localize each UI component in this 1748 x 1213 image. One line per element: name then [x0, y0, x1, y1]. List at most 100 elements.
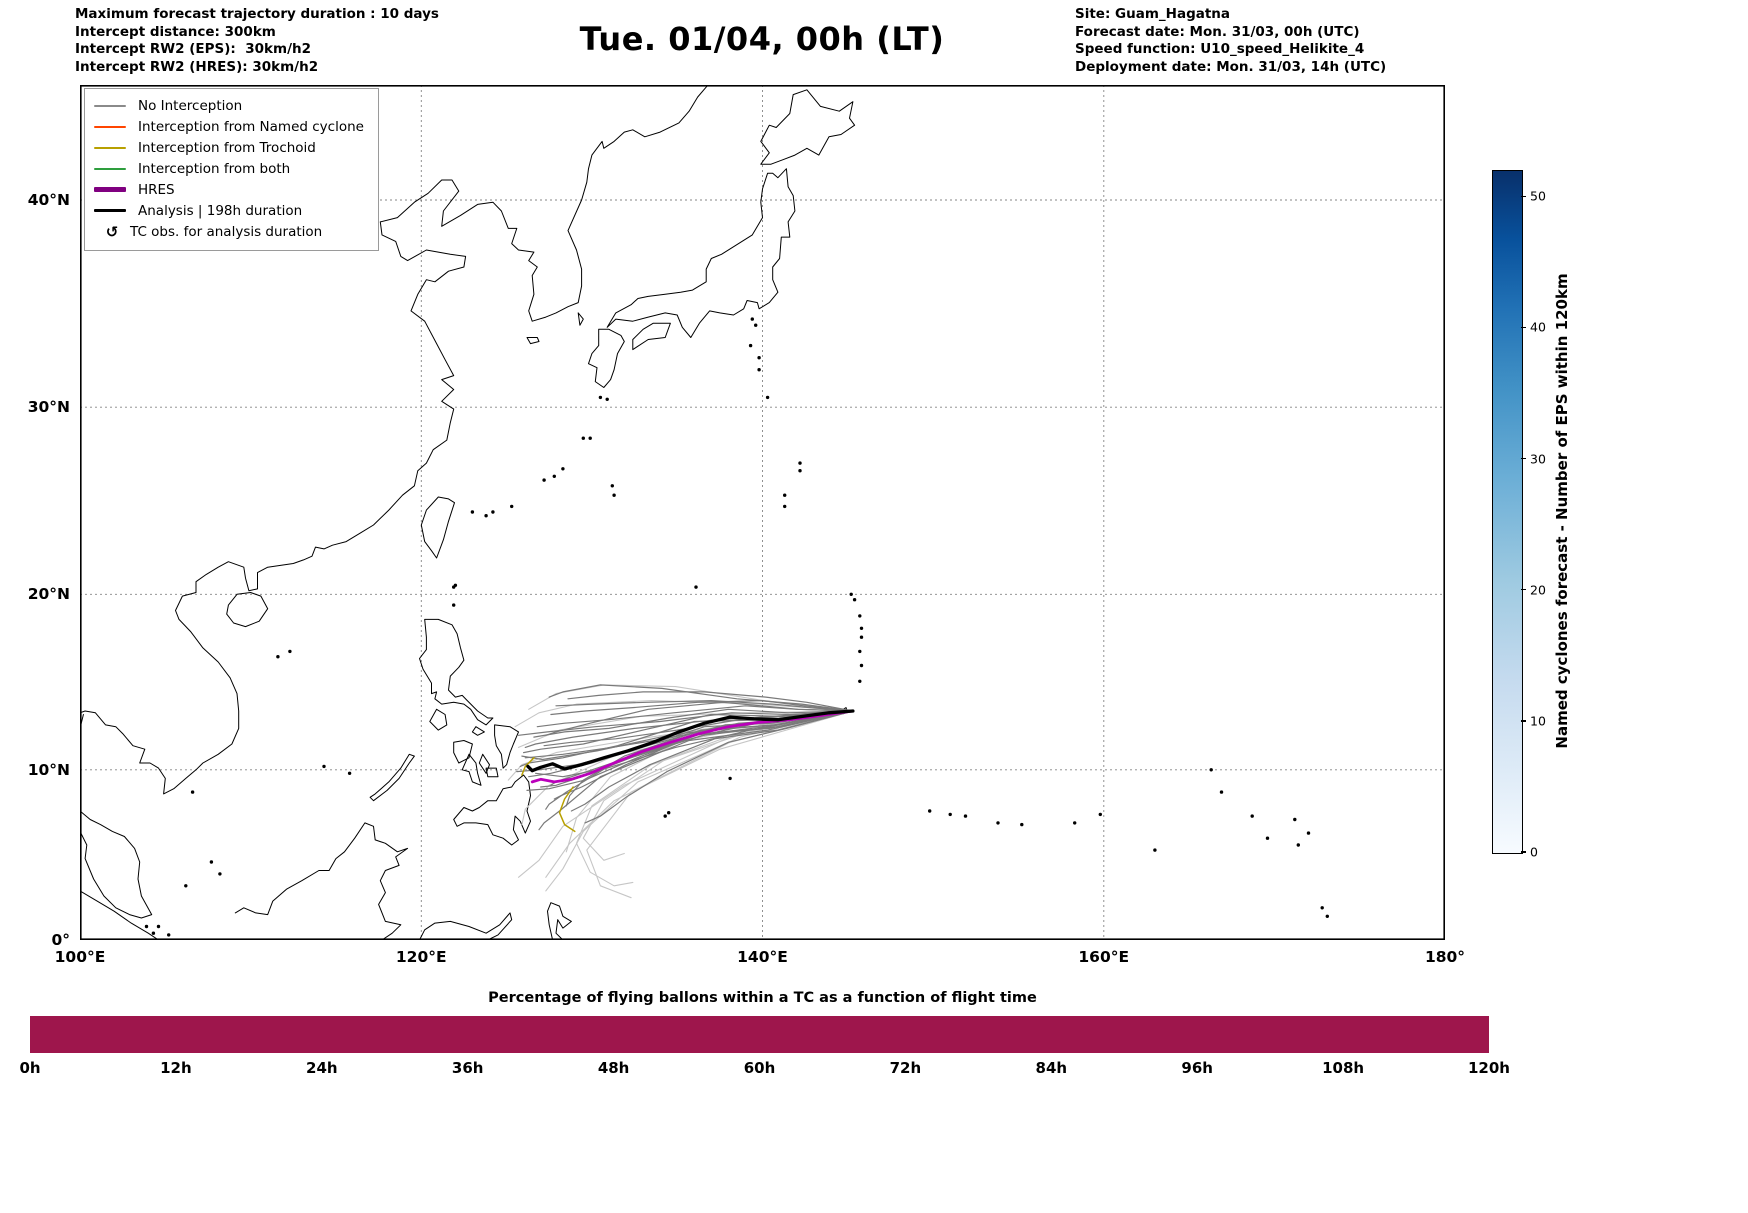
- legend-line-swatch: [94, 125, 130, 128]
- flight-time-tick-label: 96h: [1181, 1059, 1213, 1077]
- x-axis-tick-label: 120°E: [395, 948, 447, 966]
- legend-item: Interception from Trochoid: [94, 137, 364, 158]
- y-axis-tick-label: 20°N: [27, 585, 70, 604]
- flight-time-tick-label: 60h: [743, 1059, 776, 1077]
- legend-line-swatch: [94, 104, 130, 107]
- forecast-date-line: Forecast date: Mon. 31/03, 00h (UTC): [1075, 23, 1360, 40]
- ensemble-trajectory-no-interception: [565, 710, 854, 807]
- x-axis-tick-label: 160°E: [1078, 948, 1130, 966]
- legend-item: Interception from Named cyclone: [94, 116, 364, 137]
- ensemble-trajectory-no-interception: [567, 691, 854, 712]
- flight-time-tick-label: 72h: [889, 1059, 922, 1077]
- config-line-duration: Maximum forecast trajectory duration : 1…: [75, 6, 439, 22]
- x-axis-tick-label: 140°E: [737, 948, 788, 966]
- ensemble-trajectory-no-interception: [524, 710, 854, 748]
- colorbar-tick-label: 0: [1530, 844, 1538, 860]
- coastlines-layer: [80, 85, 1330, 940]
- legend-line: [94, 125, 126, 128]
- site-line: Site: Guam_Hagatna: [1075, 6, 1231, 22]
- legend-line-swatch: [94, 208, 130, 213]
- legend-line: [94, 208, 126, 213]
- y-axis-tick-label: 0°: [51, 931, 70, 949]
- ensemble-trajectory-no-interception: [584, 710, 854, 824]
- config-line-rw2-hres: Intercept RW2 (HRES): 30km/h2: [75, 58, 319, 75]
- x-axis-tick-label: 100°E: [54, 948, 106, 966]
- legend-line: [94, 146, 126, 149]
- ensemble-trajectory-no-interception: [545, 710, 854, 878]
- legend-line-swatch: [94, 187, 130, 192]
- trajectory-map: No Interception Interception from Named c…: [80, 85, 1445, 940]
- legend-line-swatch: [94, 146, 130, 149]
- legend-item-label: Interception from Trochoid: [138, 139, 316, 156]
- legend-item: ↺ TC obs. for analysis duration: [94, 221, 364, 242]
- map-legend: No Interception Interception from Named c…: [84, 88, 379, 251]
- trajectories-layer: [507, 684, 855, 899]
- ensemble-trajectory-no-interception: [582, 710, 854, 861]
- flight-time-tick-label: 108h: [1322, 1059, 1365, 1077]
- flight-time-tick-label: 48h: [597, 1059, 630, 1077]
- ensemble-trajectory-no-interception: [543, 710, 854, 747]
- colorbar-tick-mark: [1521, 851, 1526, 853]
- tc-obs-symbol-icon: ↺: [105, 222, 119, 241]
- flight-time-tick-label: 0h: [19, 1059, 41, 1077]
- colorbar-tick-mark: [1521, 195, 1526, 197]
- eps-colorbar: [1492, 170, 1523, 854]
- ensemble-trajectory-no-interception: [533, 708, 854, 738]
- analysis-trajectory: [526, 709, 855, 773]
- x-axis-tick-label: 180°: [1424, 948, 1466, 966]
- legend-line: [94, 187, 126, 192]
- map-canvas: [80, 85, 1445, 940]
- config-line-rw2-eps: Intercept RW2 (EPS): 30km/h2: [75, 41, 311, 57]
- trajectory-trochoid-interception: [521, 757, 535, 776]
- legend-item-label: Interception from both: [138, 160, 291, 177]
- flight-time-tick-label: 36h: [451, 1059, 484, 1077]
- legend-item-label: TC obs. for analysis duration: [130, 223, 323, 240]
- ensemble-trajectory-no-interception: [535, 710, 854, 778]
- colorbar-tick-mark: [1521, 326, 1526, 329]
- flight-time-tick-label: 12h: [160, 1059, 192, 1077]
- colorbar-tick-label: 30: [1530, 451, 1546, 467]
- colorbar-tick-label: 20: [1530, 582, 1546, 598]
- legend-line: [94, 167, 126, 170]
- map-frame: [80, 85, 1445, 940]
- flight-time-tick-label: 120h: [1468, 1059, 1510, 1077]
- legend-item: Interception from both: [94, 158, 364, 179]
- legend-item: Analysis | 198h duration: [94, 200, 364, 221]
- legend-item: No Interception: [94, 95, 364, 116]
- y-axis-tick-label: 30°N: [27, 398, 70, 417]
- legend-item: HRES: [94, 179, 364, 200]
- forecast-config-block: Maximum forecast trajectory duration : 1…: [75, 6, 439, 76]
- ensemble-trajectory-no-interception: [555, 700, 854, 712]
- tc-percentage-bar: [30, 1016, 1489, 1053]
- colorbar-label: Named cyclones forecast - Number of EPS …: [1553, 273, 1571, 749]
- legend-item-label: No Interception: [138, 97, 243, 114]
- flight-time-tick-label: 24h: [306, 1059, 338, 1077]
- ensemble-trajectory-no-interception: [548, 684, 854, 712]
- page-title: Tue. 01/04, 00h (LT): [579, 20, 945, 58]
- ensemble-trajectory-no-interception: [514, 700, 854, 728]
- ensemble-trajectory-no-interception: [526, 710, 854, 791]
- ensemble-trajectory-no-interception: [538, 710, 854, 831]
- colorbar-tick-mark: [1521, 720, 1526, 722]
- speed-function-line: Speed function: U10_speed_Helikite_4: [1075, 41, 1365, 57]
- legend-line: [94, 104, 126, 107]
- legend-item-label: Interception from Named cyclone: [138, 118, 364, 135]
- colorbar-tick-mark: [1521, 457, 1526, 460]
- ensemble-trajectory-no-interception: [545, 701, 854, 736]
- flight-time-chart-title: Percentage of flying ballons within a TC…: [488, 990, 1037, 1006]
- trajectory-trochoid-interception: [558, 786, 576, 833]
- legend-line-swatch: [94, 167, 130, 170]
- ensemble-trajectory-no-interception: [517, 710, 854, 878]
- ensemble-trajectory-no-interception: [550, 700, 854, 716]
- flight-time-tick-label: 84h: [1035, 1059, 1068, 1077]
- legend-item-label: HRES: [138, 181, 175, 198]
- config-line-distance: Intercept distance: 300km: [75, 23, 276, 40]
- legend-item-label: Analysis | 198h duration: [138, 202, 303, 219]
- ensemble-trajectory-no-interception: [517, 710, 854, 736]
- deployment-date-line: Deployment date: Mon. 31/03, 14h (UTC): [1075, 58, 1387, 75]
- y-axis-tick-label: 10°N: [27, 760, 70, 779]
- colorbar-tick-label: 50: [1530, 188, 1546, 204]
- colorbar-tick-mark: [1521, 588, 1526, 591]
- ensemble-trajectory-no-interception: [586, 710, 854, 899]
- site-info-block: Site: Guam_Hagatna Forecast date: Mon. 3…: [1075, 6, 1386, 76]
